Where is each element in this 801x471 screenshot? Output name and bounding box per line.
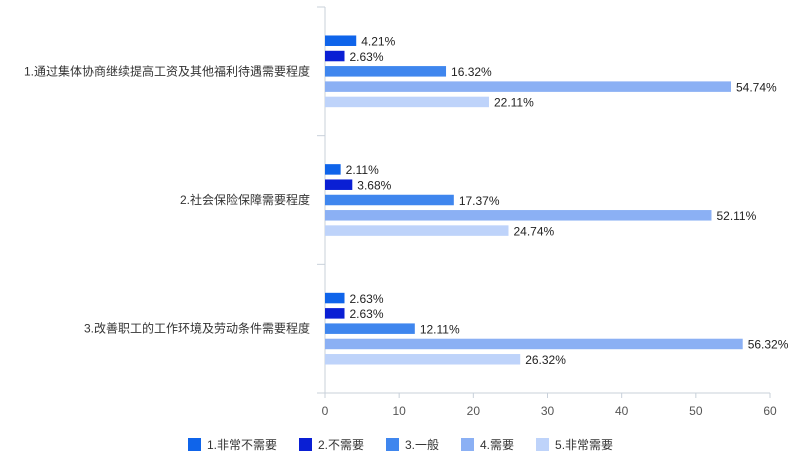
x-tick-label: 30 [541, 404, 555, 418]
x-tick-label: 50 [689, 404, 703, 418]
data-label: 2.63% [350, 292, 384, 306]
data-label: 54.74% [736, 80, 777, 94]
category-labels: 1.通过集体协商继续提高工资及其他福利待遇需要程度 2.社会保险保障需要程度 3.改… [24, 63, 310, 335]
data-label: 2.11% [346, 163, 379, 177]
bar [325, 354, 521, 365]
data-labels: 4.21% 2.63% 16.32% 54.74% 22.11% 2.11%3.68% 17… [346, 34, 789, 367]
legend-item[interactable]: 2.不需要 [298, 436, 364, 453]
bar [325, 292, 345, 304]
legend-swatch [536, 438, 550, 451]
x-tick-label: 60 [763, 404, 777, 418]
data-label: 52.11% [716, 209, 756, 223]
legend-label: 1.非常不需要 [206, 438, 277, 452]
data-label: 16.32% [451, 65, 492, 79]
data-label: 12.11% [420, 322, 460, 336]
bar [325, 96, 489, 108]
category-label: 1.通过集体协商继续提高工资及其他福利待遇需要程度 [24, 63, 310, 78]
bar [325, 50, 345, 62]
bar [325, 164, 341, 175]
bar [325, 81, 731, 92]
bar [325, 66, 447, 77]
legend-item[interactable]: 3.一般 [385, 436, 439, 453]
legend-label: 2.不需要 [317, 438, 364, 452]
category-label: 2.社会保险保障需要程度 [180, 192, 310, 207]
data-label: 4.21% [361, 34, 395, 48]
category-label: 3.改善职工的工作环境及劳动条件需要程度 [84, 321, 310, 336]
legend-swatch [461, 438, 474, 451]
bar [325, 338, 743, 350]
bar [325, 179, 353, 190]
x-tick-label: 0 [322, 404, 329, 418]
legend-swatch [385, 438, 399, 451]
bar [325, 323, 415, 334]
x-tick-label: 10 [392, 404, 406, 418]
bar [325, 194, 454, 206]
x-tick-labels: 0 10 20 30 40 50 60 [322, 404, 777, 418]
data-label: 26.32% [525, 353, 566, 367]
bar [325, 35, 357, 46]
legend-swatch [298, 438, 312, 451]
legend-label: 3.一般 [404, 438, 439, 452]
bars [325, 35, 743, 365]
legend-item[interactable]: 5.非常需要 [536, 436, 613, 453]
data-label: 22.11% [494, 96, 534, 110]
legend-label: 5.非常需要 [555, 438, 614, 452]
data-label: 56.32% [748, 338, 789, 352]
data-label: 24.74% [513, 224, 554, 238]
legend-item[interactable]: 4.需要 [461, 436, 514, 453]
bar [325, 225, 509, 236]
legend-swatch [187, 438, 201, 451]
bar [325, 308, 345, 319]
x-tick-label: 40 [615, 404, 629, 418]
data-label: 17.37% [459, 194, 500, 208]
data-label: 2.63% [350, 307, 384, 321]
legend: 1.非常不需要 2.不需要 3.一般 4.需要 5.非常需要 [0, 436, 801, 453]
x-tick-label: 20 [467, 404, 481, 418]
data-label: 2.63% [350, 50, 384, 64]
legend-item[interactable]: 1.非常不需要 [187, 436, 277, 453]
legend-label: 4.需要 [480, 438, 515, 452]
bar [325, 210, 712, 221]
data-label: 3.68% [357, 178, 391, 192]
